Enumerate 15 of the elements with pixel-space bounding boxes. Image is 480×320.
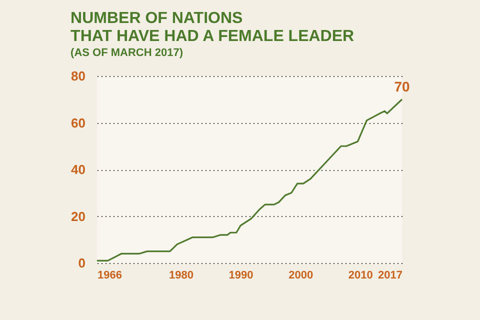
x-tick-label: 2000 [288, 270, 314, 282]
x-tick-label: 1966 [98, 270, 122, 282]
x-tick-label: 2017 [378, 270, 402, 282]
line-series [96, 98, 403, 262]
annotation: 70 [394, 78, 410, 94]
x-tick-label: 1990 [228, 270, 254, 282]
chart-title: NUMBER OF NATIONS THAT HAVE HAD A FEMALE LEADER [70, 10, 355, 45]
y-tick-label: 20 [71, 208, 86, 224]
y-tick-label: 80 [71, 68, 86, 84]
chart-subtitle: (AS OF MARCH 2017) [70, 47, 184, 59]
x-tick-label: 2010 [348, 270, 373, 282]
y-tick-label: 0 [78, 256, 86, 270]
y-tick-label: 60 [71, 115, 86, 130]
x-tick-label: 1980 [168, 270, 194, 282]
y-tick-label: 40 [71, 162, 86, 177]
